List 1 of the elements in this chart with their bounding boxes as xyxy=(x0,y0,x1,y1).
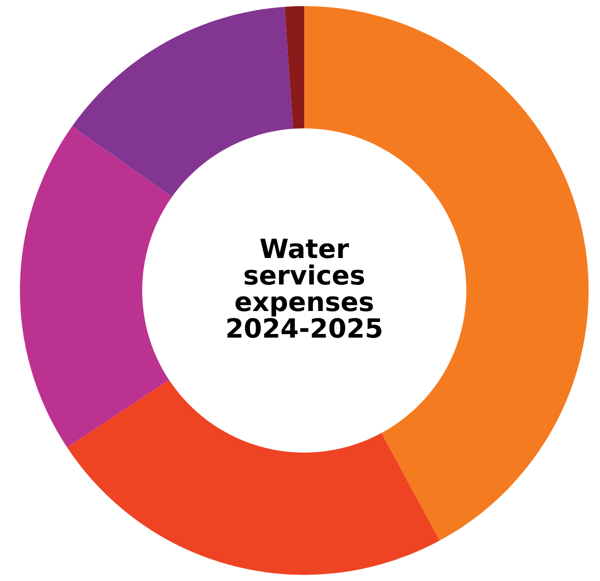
text: Water services expenses 2024-2025 xyxy=(227,238,382,338)
